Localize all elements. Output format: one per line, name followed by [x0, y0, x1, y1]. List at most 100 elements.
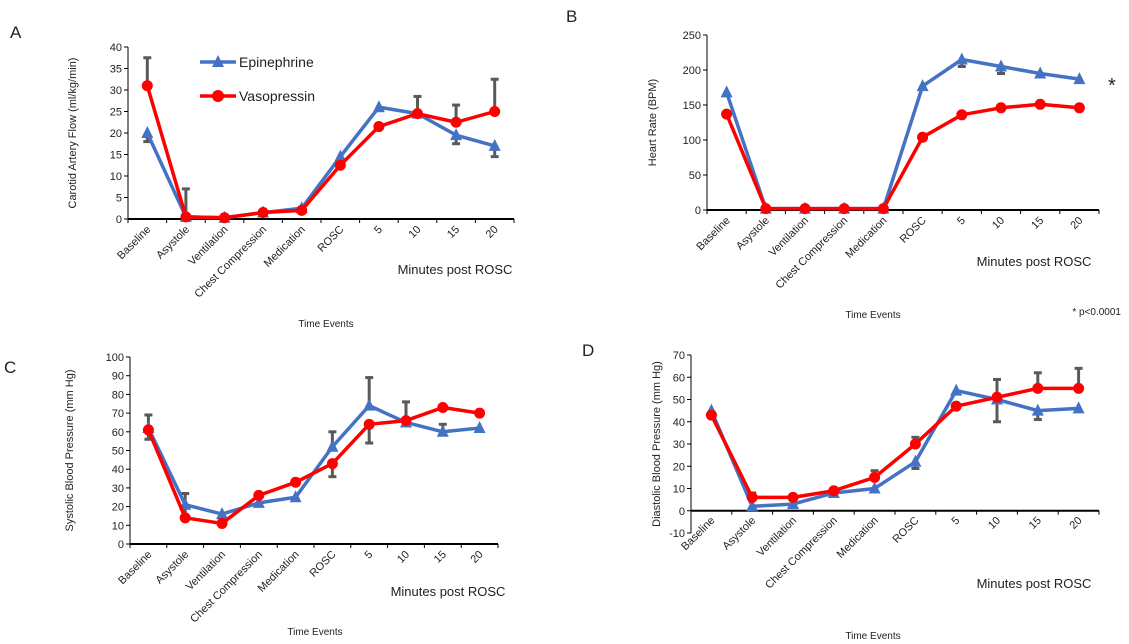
x-tick-label: 5 — [955, 215, 968, 228]
y-tick-label: 0 — [118, 539, 124, 551]
x-tick-label: 15 — [1027, 515, 1044, 532]
y-tick-label: 20 — [673, 461, 685, 473]
data-point-epinephrine — [473, 421, 486, 434]
data-point-vasopressin — [450, 116, 462, 128]
data-point-vasopressin — [363, 418, 375, 430]
data-point-vasopressin — [746, 491, 758, 503]
legend-circle-icon — [212, 90, 224, 102]
x-tick-label: Baseline — [115, 224, 153, 262]
x-tick-label: 5 — [363, 549, 376, 562]
data-point-vasopressin — [787, 491, 799, 503]
x-tick-label: ROSC — [891, 515, 922, 546]
y-axis-label: Diastolic Blood Pressure (mm Hg) — [651, 361, 663, 527]
y-tick-label: 0 — [116, 214, 122, 226]
significance-note: * p<0.0001 — [1072, 307, 1121, 318]
y-tick-label: 20 — [110, 128, 122, 140]
data-point-vasopressin — [412, 108, 423, 120]
data-point-vasopressin — [917, 131, 929, 143]
legend: Epinephrine Vasopressin — [200, 54, 315, 104]
data-point-epinephrine — [1072, 401, 1085, 414]
x-tick-label: Medication — [843, 215, 889, 261]
data-point-epinephrine — [909, 454, 922, 467]
x-tick-label: 10 — [406, 224, 423, 241]
data-point-epinephrine — [995, 59, 1007, 72]
data-point-vasopressin — [1032, 382, 1044, 394]
x-tick-label: 20 — [469, 549, 486, 566]
data-point-epinephrine — [916, 79, 929, 92]
x-tick-label: 15 — [432, 549, 449, 566]
data-point-epinephrine — [216, 507, 228, 520]
y-tick-label: 10 — [673, 484, 685, 496]
significance-marker: * — [1108, 75, 1116, 97]
data-point-epinephrine — [141, 126, 154, 138]
data-point-vasopressin — [334, 159, 346, 171]
data-point-epinephrine — [1073, 72, 1086, 85]
y-tick-label: 60 — [112, 427, 124, 439]
x-axis-label: Time Events — [287, 627, 342, 638]
y-tick-label: 0 — [679, 506, 685, 518]
y-tick-label: 20 — [112, 502, 124, 514]
x-tick-label: Asystole — [153, 549, 191, 587]
data-point-vasopressin — [257, 207, 269, 219]
series-line-vasopressin — [709, 386, 1079, 500]
data-point-epinephrine — [950, 383, 963, 396]
series-line-epinephrine — [709, 388, 1079, 509]
y-tick-label: 250 — [683, 30, 701, 42]
data-point-epinephrine — [363, 398, 376, 411]
data-point-vasopressin — [180, 211, 192, 223]
data-point-vasopressin — [437, 401, 449, 413]
data-point-vasopressin — [909, 438, 921, 450]
data-point-vasopressin — [373, 121, 385, 133]
x-tick-label: 5 — [372, 224, 385, 237]
x-sublabel: Minutes post ROSC — [977, 576, 1092, 591]
x-tick-label: 10 — [395, 549, 412, 566]
y-tick-label: 60 — [673, 372, 685, 384]
data-point-vasopressin — [1034, 98, 1046, 110]
data-point-vasopressin — [142, 424, 154, 436]
data-point-vasopressin — [489, 106, 501, 117]
data-point-vasopressin — [705, 409, 717, 421]
data-point-vasopressin — [253, 489, 265, 501]
data-point-vasopressin — [950, 400, 962, 412]
x-axis-label: Time Events — [298, 319, 353, 330]
x-tick-label: Baseline — [694, 215, 732, 253]
y-tick-label: 40 — [112, 464, 124, 476]
data-point-epinephrine — [372, 100, 385, 113]
x-axis-label: Time Events — [845, 310, 900, 321]
y-tick-label: 15 — [110, 150, 122, 162]
x-tick-label: Chest Compression — [774, 215, 851, 292]
data-point-epinephrine — [252, 495, 265, 508]
data-point-vasopressin — [995, 102, 1007, 114]
y-tick-label: 100 — [106, 352, 124, 364]
data-point-vasopressin — [869, 471, 881, 483]
y-tick-label: 80 — [112, 389, 124, 401]
series-line-epinephrine — [724, 57, 1080, 211]
x-tick-label: Asystole — [720, 515, 758, 553]
panel-letter: A — [10, 23, 22, 42]
data-point-epinephrine — [868, 481, 881, 494]
legend-label-epinephrine: Epinephrine — [239, 54, 314, 70]
data-point-epinephrine — [955, 52, 968, 65]
x-tick-label: 15 — [1029, 215, 1046, 232]
data-point-vasopressin — [828, 485, 840, 497]
data-point-vasopressin — [1073, 102, 1085, 114]
x-tick-label: Medication — [262, 224, 308, 270]
x-tick-label: 20 — [1068, 515, 1085, 532]
x-tick-label: 20 — [484, 224, 501, 241]
x-sublabel: Minutes post ROSC — [391, 584, 506, 599]
x-tick-label: ROSC — [898, 215, 929, 246]
y-tick-label: 25 — [110, 107, 122, 119]
data-point-epinephrine — [1034, 66, 1047, 79]
y-axis-label: Heart Rate (BPM) — [647, 79, 659, 166]
y-tick-label: 30 — [110, 85, 122, 97]
legend-triangle-icon — [212, 55, 224, 67]
data-point-vasopressin — [216, 517, 228, 529]
y-tick-label: 150 — [683, 100, 701, 112]
data-point-epinephrine — [488, 138, 501, 151]
x-tick-label: 5 — [950, 515, 963, 528]
data-point-vasopressin — [877, 203, 889, 215]
x-tick-label: Medication — [835, 515, 881, 561]
data-point-epinephrine — [450, 128, 463, 141]
data-point-vasopressin — [956, 109, 968, 121]
